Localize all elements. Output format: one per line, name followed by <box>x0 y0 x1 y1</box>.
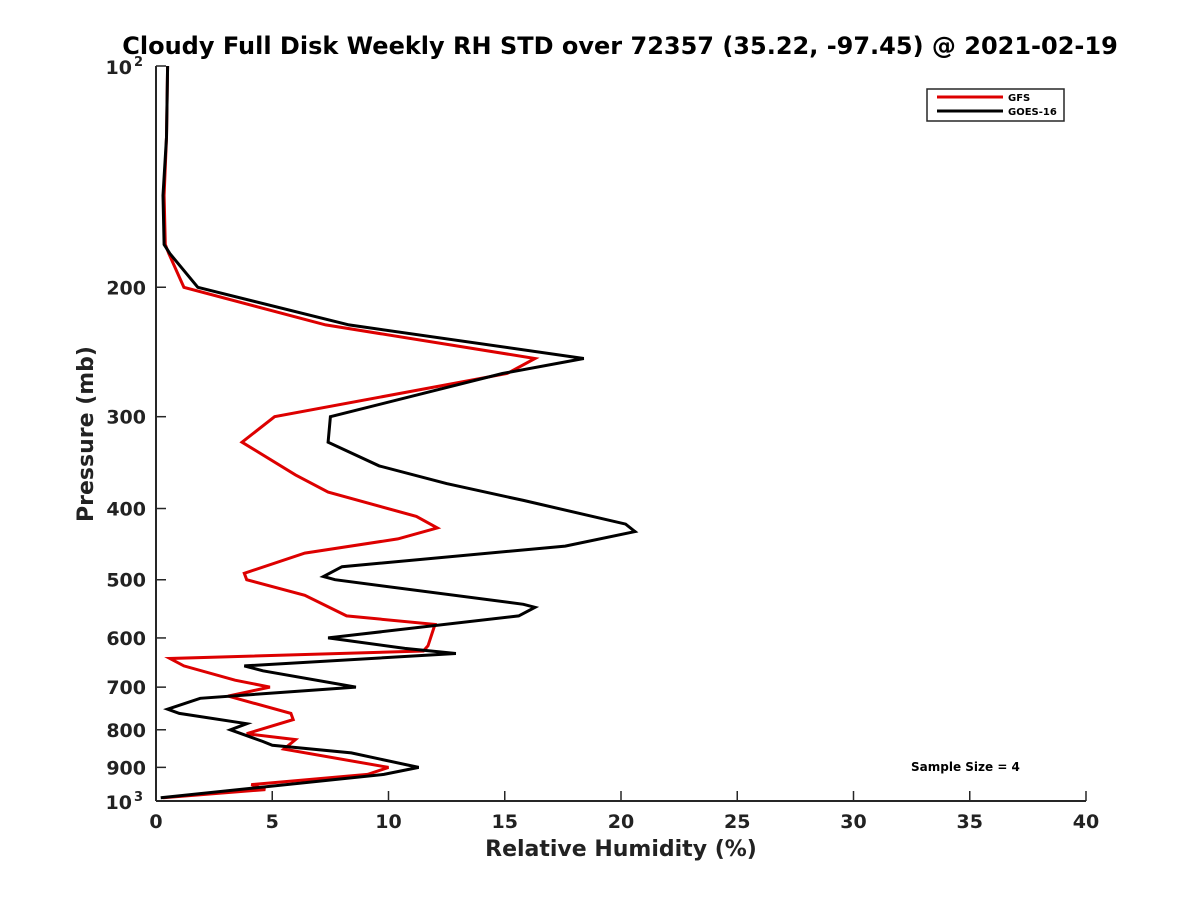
y-tick-label: 400 <box>106 499 146 521</box>
y-tick-label-base: 10 <box>106 57 132 79</box>
y-tick-label-exponent: 2 <box>134 55 143 70</box>
x-tick-label: 30 <box>840 811 866 833</box>
series-line-goes16 <box>160 65 639 800</box>
legend-box <box>926 88 1065 122</box>
x-tick-label: 5 <box>266 811 279 833</box>
x-tick-label: 0 <box>149 811 162 833</box>
series-line-gfs <box>162 65 540 800</box>
sample-size-annotation: Sample Size = 4 <box>911 760 1020 774</box>
legend-label-goes16: GOES-16 <box>1008 107 1057 118</box>
y-tick-label: 500 <box>106 570 146 592</box>
x-axis-ticks: 0 5 10 15 20 25 30 35 40 <box>149 791 1099 833</box>
x-tick-label: 25 <box>724 811 750 833</box>
y-tick-label: 10 <box>106 792 132 814</box>
y-tick-label: 300 <box>106 407 146 429</box>
x-axis-label: Relative Humidity (%) <box>485 837 757 862</box>
y-tick-label: 900 <box>106 757 146 779</box>
y-tick-label: 10 <box>106 57 132 79</box>
y-axis-label: Pressure (mb) <box>74 346 99 522</box>
x-tick-label: 15 <box>492 811 518 833</box>
y-tick-label: 800 <box>106 720 146 742</box>
y-tick-label: 200 <box>106 277 146 299</box>
x-tick-label: 35 <box>957 811 983 833</box>
legend-label-gfs: GFS <box>1008 93 1030 104</box>
series-lines <box>160 65 639 800</box>
y-tick-label-exponent: 3 <box>134 790 143 805</box>
x-tick-label: 20 <box>608 811 634 833</box>
x-tick-label: 40 <box>1073 811 1099 833</box>
chart-title: Cloudy Full Disk Weekly RH STD over 7235… <box>122 32 1118 60</box>
y-tick-label: 600 <box>106 628 146 650</box>
y-tick-label: 700 <box>106 677 146 699</box>
x-tick-label: 10 <box>375 811 401 833</box>
y-tick-label-base: 10 <box>106 792 132 814</box>
legend: GFS GOES-16 <box>926 88 1065 122</box>
